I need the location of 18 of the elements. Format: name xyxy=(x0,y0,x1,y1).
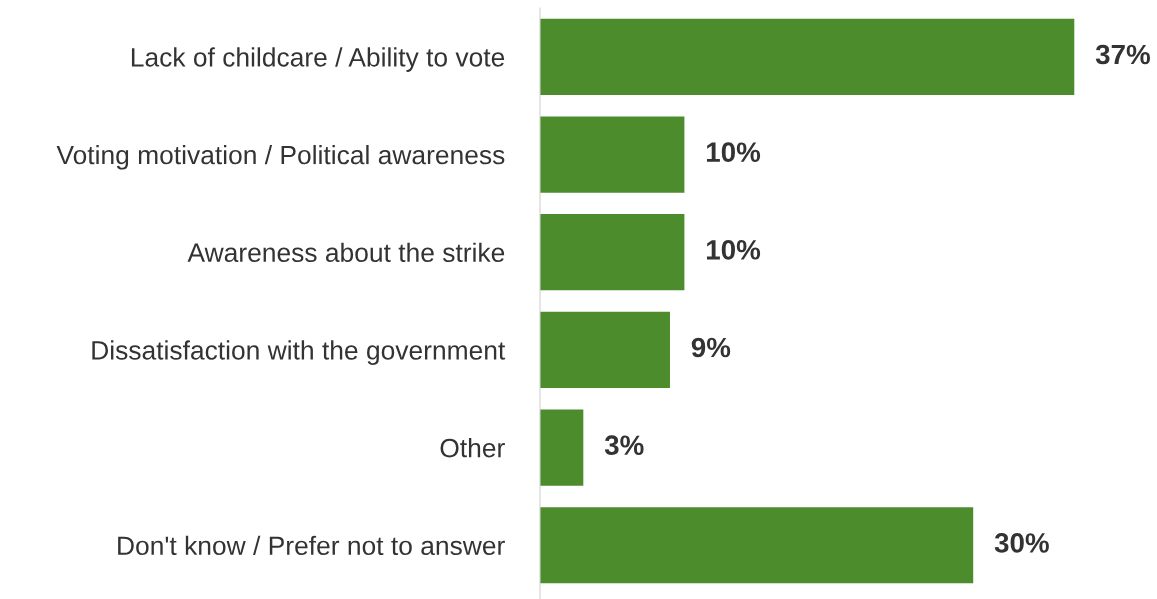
bar xyxy=(540,18,1075,95)
y-tick-label: Lack of childcare / Ability to vote xyxy=(131,47,505,72)
data-label: 30% xyxy=(994,533,1049,553)
y-tick-label: Awareness about the strike xyxy=(187,242,505,263)
bar xyxy=(540,311,670,388)
y-tick-label: Don't know / Prefer not to answer xyxy=(118,535,505,556)
y-tick-label: Voting motivation / Political awareness xyxy=(56,144,505,170)
data-label: 10% xyxy=(706,142,761,162)
data-label: 3% xyxy=(604,435,644,456)
data-label: 10% xyxy=(706,240,761,260)
data-label: 37% xyxy=(1095,44,1150,65)
bar xyxy=(540,116,685,193)
bar xyxy=(540,214,685,291)
bar xyxy=(540,409,584,486)
y-tick-label: Dissatisfaction with the government xyxy=(92,340,506,365)
bar xyxy=(540,507,974,584)
data-label: 9% xyxy=(691,337,731,358)
y-tick-label: Other xyxy=(440,438,505,458)
